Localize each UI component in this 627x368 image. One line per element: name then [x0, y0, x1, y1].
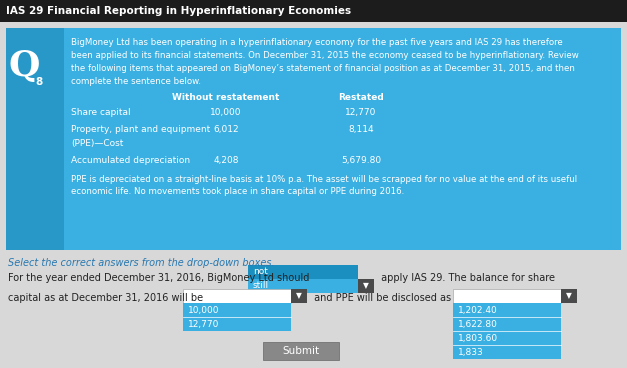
Text: Restated: Restated	[338, 93, 384, 102]
Text: Share capital: Share capital	[71, 108, 130, 117]
FancyBboxPatch shape	[6, 28, 621, 250]
Text: 8,114: 8,114	[348, 125, 374, 134]
Text: apply IAS 29. The balance for share: apply IAS 29. The balance for share	[378, 273, 555, 283]
Text: 1,803.60: 1,803.60	[458, 333, 498, 343]
Text: still: still	[253, 282, 269, 290]
Text: Property, plant and equipment: Property, plant and equipment	[71, 125, 210, 134]
Text: not: not	[253, 268, 268, 276]
Text: the following items that appeared on BigMoney’s statement of financial position : the following items that appeared on Big…	[71, 64, 575, 73]
Text: 4,208: 4,208	[213, 156, 239, 165]
Text: 10,000: 10,000	[210, 108, 242, 117]
Text: ▼: ▼	[566, 291, 572, 301]
Text: Without restatement: Without restatement	[172, 93, 280, 102]
Text: Select the correct answers from the drop-down boxes.: Select the correct answers from the drop…	[8, 258, 275, 268]
FancyBboxPatch shape	[453, 303, 561, 317]
Text: BigMoney Ltd has been operating in a hyperinflationary economy for the past five: BigMoney Ltd has been operating in a hyp…	[71, 38, 563, 47]
Text: IAS 29 Financial Reporting in Hyperinflationary Economies: IAS 29 Financial Reporting in Hyperinfla…	[6, 6, 351, 16]
FancyBboxPatch shape	[358, 279, 374, 293]
Text: (PPE)—Cost: (PPE)—Cost	[71, 139, 124, 148]
FancyBboxPatch shape	[183, 289, 291, 303]
Text: ▼: ▼	[296, 291, 302, 301]
Text: complete the sentence below.: complete the sentence below.	[71, 77, 201, 86]
FancyBboxPatch shape	[183, 317, 291, 331]
Text: PPE is depreciated on a straight-line basis at 10% p.a. The asset will be scrapp: PPE is depreciated on a straight-line ba…	[71, 175, 577, 184]
FancyBboxPatch shape	[248, 265, 358, 279]
Text: 8: 8	[35, 77, 43, 87]
FancyBboxPatch shape	[453, 331, 561, 345]
Text: been applied to its financial statements. On December 31, 2015 the economy cease: been applied to its financial statements…	[71, 51, 579, 60]
FancyBboxPatch shape	[453, 317, 561, 331]
Text: 1,202.40: 1,202.40	[458, 305, 498, 315]
FancyBboxPatch shape	[0, 0, 627, 22]
Text: 12,770: 12,770	[345, 108, 377, 117]
FancyBboxPatch shape	[291, 289, 307, 303]
Text: 5,679.80: 5,679.80	[341, 156, 381, 165]
FancyBboxPatch shape	[263, 342, 339, 360]
Text: 12,770: 12,770	[188, 319, 219, 329]
FancyBboxPatch shape	[248, 279, 358, 293]
Text: For the year ended December 31, 2016, BigMoney Ltd should: For the year ended December 31, 2016, Bi…	[8, 273, 312, 283]
FancyBboxPatch shape	[561, 289, 577, 303]
Text: 1,622.80: 1,622.80	[458, 319, 498, 329]
Text: capital as at December 31, 2016 will be: capital as at December 31, 2016 will be	[8, 293, 206, 303]
Text: 10,000: 10,000	[188, 305, 219, 315]
Text: economic life. No movements took place in share capital or PPE during 2016.: economic life. No movements took place i…	[71, 187, 404, 196]
Text: 1,833: 1,833	[458, 347, 484, 357]
Text: Submit: Submit	[282, 346, 320, 356]
Text: ▼: ▼	[363, 282, 369, 290]
FancyBboxPatch shape	[453, 289, 561, 303]
FancyBboxPatch shape	[183, 303, 291, 317]
Text: Q: Q	[8, 49, 40, 83]
Text: 6,012: 6,012	[213, 125, 239, 134]
FancyBboxPatch shape	[453, 345, 561, 359]
Text: Accumulated depreciation: Accumulated depreciation	[71, 156, 190, 165]
Text: and PPE will be disclosed as: and PPE will be disclosed as	[311, 293, 454, 303]
FancyBboxPatch shape	[6, 28, 64, 250]
